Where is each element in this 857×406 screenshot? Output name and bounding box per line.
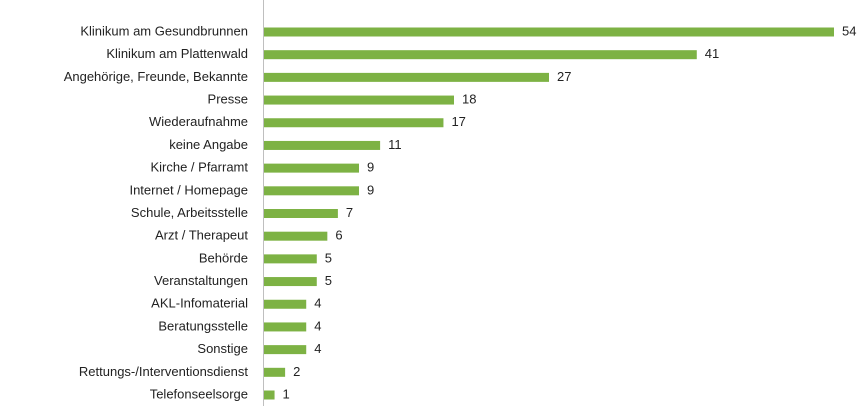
category-label: Presse (208, 92, 248, 107)
category-label: Sonstige (197, 341, 248, 356)
category-label: Klinikum am Gesundbrunnen (80, 23, 248, 38)
value-label: 41 (705, 46, 719, 61)
category-label: Beratungsstelle (158, 318, 248, 333)
category-label: Rettungs-/Interventionsdienst (79, 364, 248, 379)
category-label: Telefonseelsorge (150, 386, 248, 401)
category-label: AKL-Infomaterial (151, 296, 248, 311)
category-label: Kirche / Pfarramt (150, 160, 248, 175)
value-label: 2 (293, 364, 300, 379)
value-label: 54 (842, 23, 856, 38)
value-label: 9 (367, 160, 374, 175)
value-label: 5 (325, 273, 332, 288)
value-label: 18 (462, 92, 476, 107)
value-label: 27 (557, 69, 571, 84)
bar (264, 72, 549, 82)
category-label: Wiederaufnahme (149, 114, 248, 129)
bar (264, 254, 317, 264)
bar (264, 367, 286, 377)
category-label: keine Angabe (169, 137, 248, 152)
bar (264, 390, 275, 400)
bar (264, 50, 697, 60)
value-label: 7 (346, 205, 353, 220)
bar (264, 322, 307, 332)
category-label: Veranstaltungen (154, 273, 248, 288)
category-label: Behörde (199, 250, 248, 265)
bar (264, 118, 444, 128)
bar (264, 95, 454, 105)
category-label: Internet / Homepage (129, 182, 248, 197)
value-label: 5 (325, 250, 332, 265)
category-label: Angehörige, Freunde, Bekannte (64, 69, 248, 84)
bar (264, 277, 317, 287)
value-label: 9 (367, 182, 374, 197)
bar (264, 209, 338, 218)
value-label: 4 (314, 318, 321, 333)
value-label: 4 (314, 296, 321, 311)
value-label: 11 (388, 137, 402, 152)
bar (264, 231, 328, 241)
bar (264, 140, 381, 150)
bar (264, 163, 359, 173)
value-label: 4 (314, 341, 321, 356)
bar (264, 27, 834, 37)
category-label: Klinikum am Plattenwald (106, 46, 248, 61)
category-label: Arzt / Therapeut (155, 228, 248, 243)
bar (264, 186, 359, 196)
bar (264, 345, 307, 355)
category-label: Schule, Arbeitsstelle (131, 205, 248, 220)
value-label: 1 (283, 386, 290, 401)
bar (264, 299, 307, 309)
value-label: 17 (451, 114, 465, 129)
value-label: 6 (335, 228, 342, 243)
